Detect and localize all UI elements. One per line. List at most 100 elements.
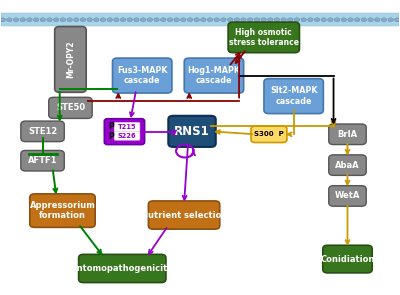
- Circle shape: [395, 18, 400, 22]
- Circle shape: [328, 18, 333, 22]
- Circle shape: [187, 18, 192, 22]
- Circle shape: [174, 18, 179, 22]
- FancyBboxPatch shape: [21, 121, 64, 142]
- Circle shape: [181, 18, 186, 22]
- Circle shape: [54, 18, 59, 22]
- Circle shape: [0, 18, 5, 22]
- Circle shape: [381, 18, 386, 22]
- Circle shape: [167, 18, 172, 22]
- Text: P: P: [109, 122, 114, 132]
- Circle shape: [328, 18, 333, 22]
- FancyBboxPatch shape: [148, 201, 220, 229]
- Text: P: P: [109, 132, 114, 141]
- Circle shape: [114, 18, 119, 22]
- Circle shape: [134, 18, 139, 22]
- Circle shape: [281, 18, 286, 22]
- Circle shape: [388, 18, 393, 22]
- Circle shape: [67, 18, 72, 22]
- Text: STE12: STE12: [28, 127, 57, 136]
- Circle shape: [80, 18, 86, 22]
- Circle shape: [27, 18, 32, 22]
- Circle shape: [288, 18, 293, 22]
- Circle shape: [40, 18, 46, 22]
- Circle shape: [174, 18, 179, 22]
- FancyBboxPatch shape: [49, 97, 92, 118]
- Circle shape: [234, 18, 239, 22]
- Circle shape: [20, 18, 25, 22]
- Circle shape: [221, 18, 226, 22]
- Circle shape: [47, 18, 52, 22]
- Circle shape: [314, 18, 320, 22]
- Circle shape: [214, 18, 219, 22]
- FancyBboxPatch shape: [30, 194, 95, 227]
- Circle shape: [228, 18, 233, 22]
- FancyBboxPatch shape: [112, 58, 172, 93]
- Circle shape: [74, 18, 79, 22]
- Circle shape: [34, 18, 39, 22]
- Circle shape: [294, 18, 300, 22]
- Circle shape: [167, 18, 172, 22]
- Circle shape: [67, 18, 72, 22]
- Circle shape: [354, 18, 360, 22]
- Bar: [1, 19, 399, 26]
- Circle shape: [221, 18, 226, 22]
- Circle shape: [100, 18, 106, 22]
- Circle shape: [288, 18, 293, 22]
- Circle shape: [388, 18, 393, 22]
- Circle shape: [261, 18, 266, 22]
- Bar: [1, 13, 399, 19]
- Text: Slt2-MAPK
cascade: Slt2-MAPK cascade: [270, 86, 318, 106]
- Text: Appressorium
formation: Appressorium formation: [30, 201, 96, 220]
- FancyBboxPatch shape: [114, 122, 140, 131]
- Circle shape: [94, 18, 99, 22]
- Circle shape: [100, 18, 106, 22]
- Text: Conidiation: Conidiation: [320, 255, 375, 263]
- Circle shape: [194, 18, 199, 22]
- Circle shape: [375, 18, 380, 22]
- Circle shape: [20, 18, 25, 22]
- Circle shape: [127, 18, 132, 22]
- Text: Fus3-MAPK
cascade: Fus3-MAPK cascade: [117, 66, 168, 85]
- Circle shape: [321, 18, 326, 22]
- Text: AFTF1: AFTF1: [28, 156, 57, 165]
- Circle shape: [147, 18, 152, 22]
- FancyBboxPatch shape: [329, 186, 366, 206]
- Circle shape: [7, 18, 12, 22]
- Circle shape: [14, 18, 19, 22]
- Circle shape: [47, 18, 52, 22]
- FancyBboxPatch shape: [114, 131, 140, 140]
- Circle shape: [120, 18, 126, 22]
- Circle shape: [134, 18, 139, 22]
- Circle shape: [208, 18, 213, 22]
- Circle shape: [301, 18, 306, 22]
- Circle shape: [248, 18, 253, 22]
- Circle shape: [348, 18, 353, 22]
- Circle shape: [308, 18, 313, 22]
- Circle shape: [140, 18, 146, 22]
- Circle shape: [395, 18, 400, 22]
- Circle shape: [274, 18, 280, 22]
- Circle shape: [87, 18, 92, 22]
- Circle shape: [161, 18, 166, 22]
- Circle shape: [14, 18, 19, 22]
- Circle shape: [368, 18, 373, 22]
- Circle shape: [348, 18, 353, 22]
- Text: High osmotic
stress tolerance: High osmotic stress tolerance: [229, 28, 299, 47]
- Circle shape: [241, 18, 246, 22]
- Text: AbaA: AbaA: [335, 160, 360, 170]
- Text: Mr-OPY2: Mr-OPY2: [66, 41, 75, 78]
- Circle shape: [161, 18, 166, 22]
- Circle shape: [60, 18, 66, 22]
- Circle shape: [281, 18, 286, 22]
- Circle shape: [248, 18, 253, 22]
- Circle shape: [214, 18, 219, 22]
- Circle shape: [0, 18, 5, 22]
- Circle shape: [228, 18, 233, 22]
- Circle shape: [107, 18, 112, 22]
- Text: S226: S226: [118, 133, 136, 139]
- Circle shape: [94, 18, 99, 22]
- Circle shape: [294, 18, 300, 22]
- FancyBboxPatch shape: [329, 155, 366, 176]
- FancyBboxPatch shape: [323, 245, 372, 273]
- Circle shape: [127, 18, 132, 22]
